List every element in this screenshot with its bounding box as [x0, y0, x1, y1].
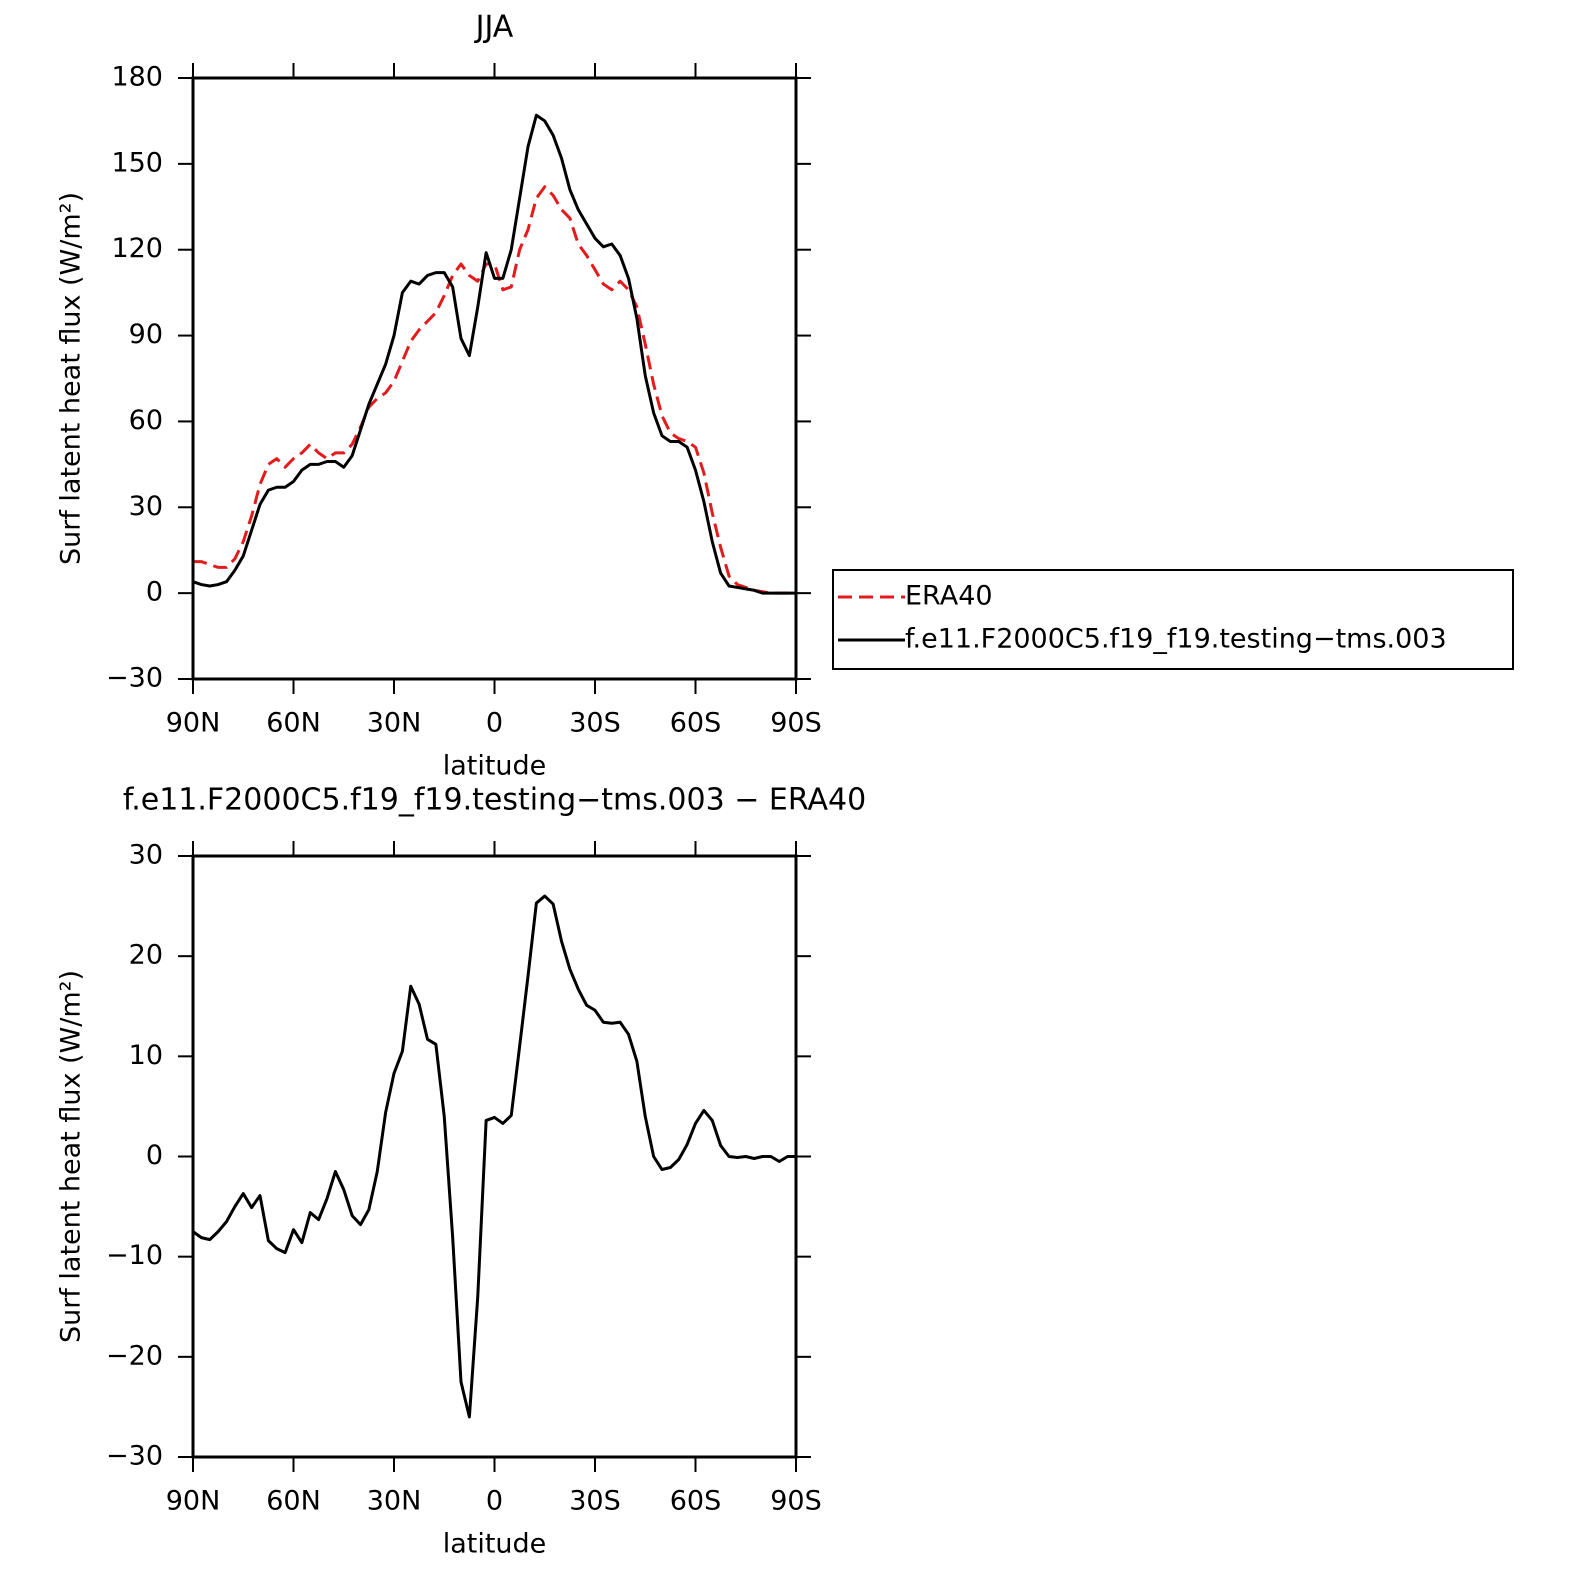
- y-tick-label: 60: [129, 405, 163, 436]
- y-tick-label: 10: [129, 1040, 163, 1071]
- x-tick-label: 90S: [770, 1486, 822, 1517]
- legend-label: f.e11.F2000C5.f19_f19.testing−tms.003: [905, 624, 1447, 655]
- plot-frame: [191, 854, 798, 1459]
- y-tick-label: 0: [146, 1140, 163, 1171]
- y-tick-label: 150: [111, 147, 163, 178]
- x-tick-label: 30N: [367, 1486, 422, 1517]
- legend-box: [832, 569, 1514, 670]
- x-axis-label: latitude: [443, 751, 547, 782]
- data-line: [192, 894, 796, 1419]
- y-tick-label: 120: [111, 233, 163, 264]
- x-tick-label: 30S: [569, 708, 621, 739]
- chart-title: f.e11.F2000C5.f19_f19.testing−tms.003 − …: [123, 783, 866, 818]
- y-tick-label: −30: [106, 1441, 163, 1472]
- plot-frame: [191, 76, 798, 681]
- x-tick-label: 60N: [266, 1486, 321, 1517]
- y-tick-label: 0: [146, 577, 163, 608]
- data-line: [192, 113, 796, 595]
- x-tick-label: 90N: [166, 708, 221, 739]
- x-tick-label: 30S: [569, 1486, 621, 1517]
- legend-label: ERA40: [905, 581, 993, 612]
- y-tick-label: −30: [106, 663, 163, 694]
- y-tick-label: 30: [129, 840, 163, 871]
- y-tick-label: −10: [106, 1240, 163, 1271]
- y-axis-label: Surf latent heat flux (W/m²): [56, 192, 87, 565]
- x-tick-label: 60S: [670, 1486, 722, 1517]
- x-tick-label: 30N: [367, 708, 422, 739]
- chart-title: JJA: [474, 10, 514, 45]
- y-tick-label: 180: [111, 62, 163, 93]
- y-tick-label: 30: [129, 491, 163, 522]
- y-tick-label: 20: [129, 940, 163, 971]
- x-tick-label: 0: [486, 708, 503, 739]
- y-axis-label: Surf latent heat flux (W/m²): [56, 970, 87, 1343]
- x-tick-label: 60S: [670, 708, 722, 739]
- y-tick-label: −20: [106, 1340, 163, 1371]
- y-tick-label: 90: [129, 319, 163, 350]
- x-tick-label: 90S: [770, 708, 822, 739]
- x-axis-label: latitude: [443, 1529, 547, 1560]
- x-tick-label: 0: [486, 1486, 503, 1517]
- x-tick-label: 60N: [266, 708, 321, 739]
- data-line: [193, 185, 796, 595]
- x-tick-label: 90N: [166, 1486, 221, 1517]
